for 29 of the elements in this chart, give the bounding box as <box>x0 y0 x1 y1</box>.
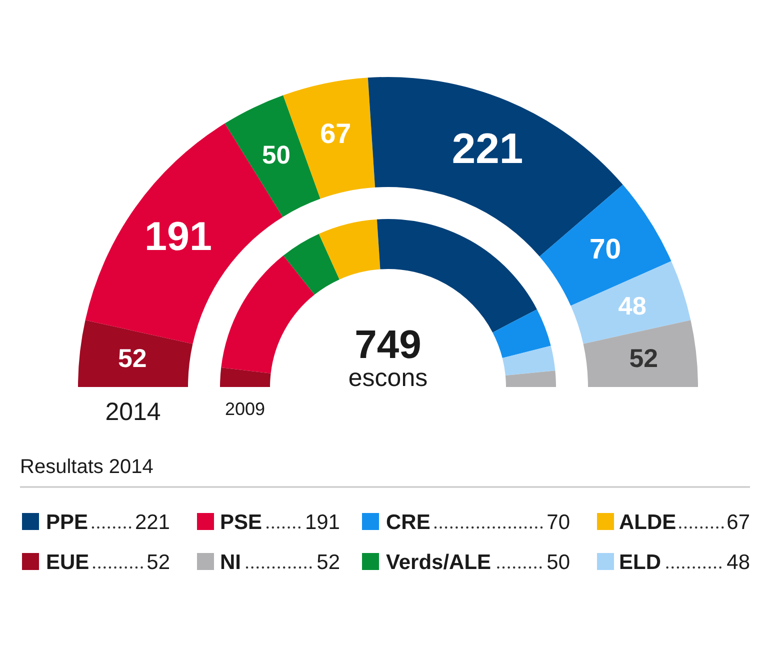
text: 191 <box>304 511 340 534</box>
legend-label: NI <box>220 551 241 574</box>
slice-label: 2014 <box>105 398 161 426</box>
data-label: 67 <box>320 118 352 150</box>
legend-label: Verds/ALE <box>386 551 492 574</box>
text: 70 <box>546 511 570 534</box>
data-label: 52 <box>118 345 147 374</box>
data-label: 50 <box>262 141 290 170</box>
text: 52 <box>146 551 170 574</box>
legend-label: ALDE <box>619 511 676 534</box>
legend-label: EUE <box>46 551 90 574</box>
text: 52 <box>316 551 340 574</box>
text: 48 <box>726 551 750 574</box>
text: escons <box>348 364 428 392</box>
text: 67 <box>726 511 750 534</box>
text: 50 <box>546 551 570 574</box>
data-label: 221 <box>452 124 524 173</box>
text: 749 <box>354 323 422 367</box>
text: 221 <box>134 511 170 534</box>
legend-label: CRE <box>386 511 430 534</box>
data-label: 52 <box>629 345 658 374</box>
legend-title: Resultats 2014 <box>20 456 154 478</box>
data-label: 48 <box>618 292 646 321</box>
legend-label: PSE <box>220 511 262 534</box>
data-label: 191 <box>144 213 212 260</box>
legend-label: ELD <box>619 551 661 574</box>
legend-label: PPE <box>46 511 88 534</box>
slice-label: 2009 <box>224 399 266 419</box>
data-label: 70 <box>589 233 622 266</box>
